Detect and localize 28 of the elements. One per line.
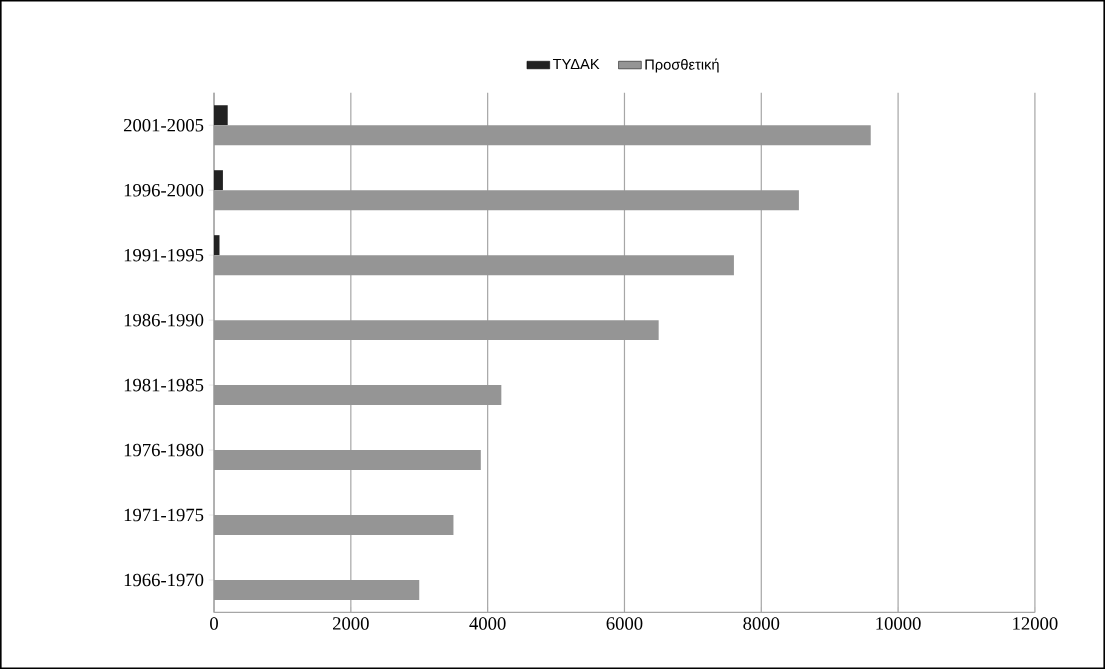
x-tick-label: 2000 xyxy=(333,617,369,630)
y-tick-label: 1976-1980 xyxy=(124,443,204,457)
x-tick-label: 0 xyxy=(210,617,218,630)
bar xyxy=(214,105,228,126)
bar xyxy=(214,449,481,470)
bar xyxy=(214,579,420,600)
legend-label: ΤΥΔΑΚ xyxy=(552,58,600,69)
bar xyxy=(214,170,223,191)
bar xyxy=(214,384,502,405)
bar xyxy=(214,190,799,211)
x-tick-label: 10000 xyxy=(876,617,921,630)
bar xyxy=(214,235,220,256)
bar xyxy=(214,320,659,341)
bar xyxy=(214,255,734,276)
y-tick-label: 1981-1985 xyxy=(124,378,204,392)
bar xyxy=(214,125,871,146)
legend-label: Προσθετική xyxy=(645,58,719,73)
y-tick-label: 1971-1975 xyxy=(124,508,204,522)
y-tick-label: 1966-1970 xyxy=(124,573,204,587)
x-tick-label: 4000 xyxy=(469,617,506,630)
y-tick-label: 1996-2000 xyxy=(124,183,204,197)
y-tick-label: 1991-1995 xyxy=(124,248,204,262)
y-tick-label: 1986-1990 xyxy=(124,313,204,327)
x-tick-label: 12000 xyxy=(1013,617,1058,630)
x-tick-label: 6000 xyxy=(606,617,643,630)
x-tick-label: 8000 xyxy=(743,617,780,630)
bar xyxy=(214,514,454,535)
y-tick-label: 2001-2005 xyxy=(123,118,204,132)
